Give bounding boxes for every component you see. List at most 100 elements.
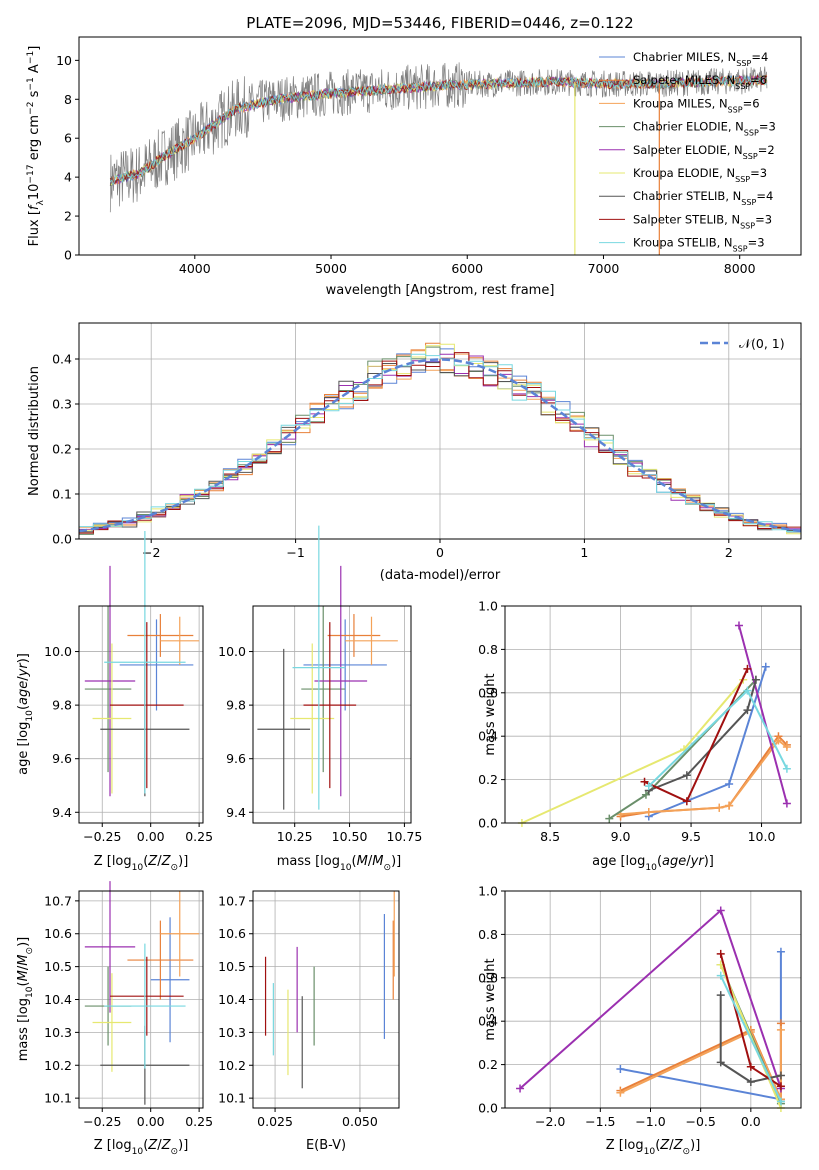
legend-label: Salpeter STELIB, NSSP=3 — [633, 212, 772, 230]
series-line — [719, 995, 782, 1084]
x-tick-label: −0.25 — [83, 1114, 121, 1129]
y-axis-label: mass [log10(M/M⊙)] — [16, 937, 35, 1061]
x-tick-label: 10.25 — [277, 829, 313, 844]
x-tick-label: 0.0 — [741, 1114, 761, 1129]
series-line — [738, 625, 788, 804]
y-axis-label: age [log10(age/yr)] — [16, 653, 35, 775]
plus-marker — [644, 808, 653, 817]
y-tick-label: 10.5 — [44, 959, 72, 974]
y-tick-label: 9.6 — [52, 751, 72, 766]
legend-label: Chabrier STELIB, NSSP=4 — [633, 189, 773, 207]
x-tick-label: 5000 — [315, 261, 347, 276]
y-tick-label: 0.0 — [52, 532, 72, 547]
plus-marker — [725, 801, 734, 810]
y-tick-label: 10.2 — [44, 1058, 72, 1073]
plus-marker — [782, 764, 791, 773]
plus-marker — [761, 662, 770, 671]
plus-marker — [725, 779, 734, 788]
errorbar-point — [84, 565, 136, 797]
x-tick-label: −0.5 — [685, 1114, 715, 1129]
y-tick-label: 10.6 — [44, 926, 72, 941]
y-tick-label: 0.8 — [478, 642, 498, 657]
y-tick-label: 0.0 — [478, 816, 498, 831]
y-tick-label: 2 — [64, 209, 72, 224]
errorbar-point — [292, 525, 346, 810]
plus-marker — [640, 777, 649, 786]
x-tick-label: 0.25 — [185, 829, 213, 844]
y-tick-label: 0.4 — [478, 729, 498, 744]
legend-label: Chabrier ELODIE, NSSP=3 — [633, 120, 776, 138]
y-tick-label: 10.1 — [44, 1091, 72, 1106]
axes-frame — [78, 605, 204, 824]
y-tick-label: 9.8 — [52, 698, 72, 713]
y-tick-label: 0.4 — [478, 1014, 498, 1029]
y-tick-label: 0.1 — [52, 487, 72, 502]
series-line — [620, 734, 788, 818]
legend-label: 𝒩(0, 1) — [739, 336, 785, 351]
y-tick-label: 1.0 — [478, 884, 498, 899]
y-tick-label: 10.2 — [218, 1058, 246, 1073]
weight-series — [716, 991, 785, 1086]
plus-marker — [716, 1058, 725, 1067]
x-tick-label: 0 — [436, 545, 444, 560]
y-tick-label: 9.4 — [52, 805, 72, 820]
errorbar-point — [160, 616, 200, 665]
legend-label: Salpeter MILES, NSSP=6 — [633, 73, 767, 91]
histogram-step — [79, 353, 801, 535]
y-axis-label: mass weight — [483, 958, 498, 1040]
x-tick-label: −0.25 — [83, 829, 121, 844]
legend-label: Kroupa STELIB, NSSP=3 — [633, 236, 765, 254]
x-tick-label: 10.50 — [332, 829, 368, 844]
plus-marker — [776, 1071, 785, 1080]
x-tick-label: 8.5 — [540, 829, 560, 844]
axes-frame — [78, 36, 802, 256]
y-tick-label: 8 — [64, 92, 72, 107]
x-tick-label: 0.025 — [257, 1114, 293, 1129]
plus-marker — [782, 799, 791, 808]
y-tick-label: 10.6 — [218, 926, 246, 941]
x-tick-label: 1 — [580, 545, 588, 560]
x-tick-label: 0.00 — [137, 829, 165, 844]
spectrum-lines — [109, 62, 768, 255]
weight-series — [640, 664, 752, 806]
plus-marker — [751, 675, 760, 684]
errorbar-point — [84, 606, 132, 773]
errorbar-point — [257, 648, 311, 810]
y-tick-label: 10.5 — [218, 959, 246, 974]
weight-series — [644, 662, 770, 821]
x-axis-label: Z [log10(Z/Z⊙)] — [94, 854, 189, 873]
plus-marker — [605, 814, 614, 823]
weight-series — [616, 732, 791, 821]
y-tick-label: 0 — [64, 248, 72, 263]
y-tick-label: 10.1 — [218, 1091, 246, 1106]
axes-age-vs-mass: 10.25 10.50 10.75 9.4 9.6 9.8 10.0 mass [log10(… — [218, 525, 422, 873]
x-tick-label: −1.0 — [635, 1114, 665, 1129]
errorbar-point — [290, 643, 335, 794]
model-series — [109, 75, 768, 187]
weight-series — [716, 971, 785, 1106]
plus-marker — [516, 1084, 525, 1093]
y-tick-label: 10.0 — [44, 644, 72, 659]
x-tick-label: 0.00 — [137, 1114, 165, 1129]
y-axis-label: Normed distribution — [27, 366, 42, 496]
y-tick-label: 6 — [64, 131, 72, 146]
x-tick-label: 0.25 — [185, 1114, 213, 1129]
y-tick-label: 10.3 — [44, 1025, 72, 1040]
y-tick-label: 10.7 — [44, 893, 72, 908]
y-tick-label: 0.2 — [478, 1057, 498, 1072]
plus-marker — [716, 971, 725, 980]
chart-title: PLATE=2096, MJD=53446, FIBERID=0446, z=0… — [246, 14, 633, 32]
y-tick-label: 10.3 — [218, 1025, 246, 1040]
x-tick-label: −1 — [286, 545, 304, 560]
x-axis-label: mass [log10(M/M⊙)] — [277, 854, 401, 873]
axes-mass-vs-ebv: 0.025 0.050 10.1 10.2 10.3 10.4 10.5 10.6 10.7 E(… — [218, 890, 400, 1153]
axes-weight-vs-z: −2.0 −1.5 −1.0 −0.5 0.0 0.0 0.2 0.4 0.6 0.8 1.0 Z [… — [478, 884, 802, 1157]
weight-series — [644, 686, 791, 791]
weight-series — [734, 621, 791, 808]
axes-spectrum: 4000 5000 6000 7000 8000 0 2 4 6 8 10 PLATE=2096, M… — [26, 14, 802, 298]
histograms — [79, 342, 801, 537]
plus-marker — [776, 1025, 785, 1034]
errorbar-point — [119, 619, 194, 711]
errorbar-point — [110, 622, 184, 789]
plus-marker — [774, 736, 783, 745]
